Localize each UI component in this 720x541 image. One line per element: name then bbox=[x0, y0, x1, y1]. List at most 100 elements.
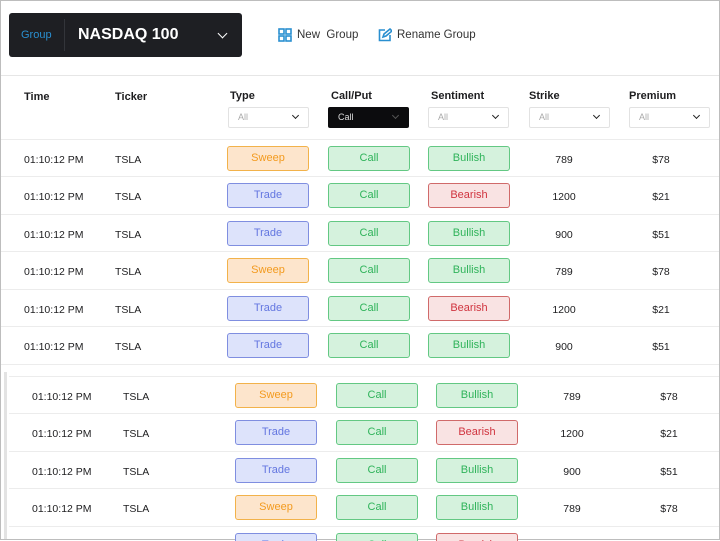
callput-badge: Call bbox=[336, 458, 418, 483]
rename-group-button[interactable]: Rename Group bbox=[378, 28, 476, 42]
callput-filter[interactable]: Call bbox=[328, 107, 409, 128]
sentiment-badge: Bullish bbox=[428, 221, 510, 246]
column-header-type: Type bbox=[230, 90, 255, 102]
premium-filter-value: All bbox=[639, 112, 649, 122]
type-badge: Sweep bbox=[227, 258, 309, 283]
ticker-cell: TSLA bbox=[115, 154, 141, 166]
sentiment-badge: Bullish bbox=[436, 383, 518, 408]
table-row[interactable]: 01:10:12 PM TSLA Sweep Call Bullish 789 $78 bbox=[9, 376, 719, 413]
strike-cell: 789 bbox=[544, 266, 584, 278]
ticker-cell: TSLA bbox=[123, 466, 149, 478]
sentiment-badge: Bullish bbox=[436, 458, 518, 483]
ticker-cell: TSLA bbox=[123, 391, 149, 403]
chevron-down-icon bbox=[292, 112, 299, 119]
table-row[interactable]: 01:10:12 PM TSLA Trade Call Bearish 1200 $21 bbox=[9, 413, 719, 450]
ticker-cell: TSLA bbox=[115, 304, 141, 316]
time-cell: 01:10:12 PM bbox=[32, 466, 92, 478]
type-badge: Trade bbox=[227, 221, 309, 246]
type-badge: Trade bbox=[227, 333, 309, 358]
sentiment-badge: Bullish bbox=[428, 258, 510, 283]
time-cell: 01:10:12 PM bbox=[24, 341, 84, 353]
grid-icon bbox=[278, 28, 292, 42]
premium-cell: $78 bbox=[641, 154, 681, 166]
strike-cell: 1200 bbox=[552, 428, 592, 440]
callput-badge: Call bbox=[336, 495, 418, 520]
callput-badge: Call bbox=[336, 383, 418, 408]
type-badge: Trade bbox=[235, 458, 317, 483]
callput-badge: Call bbox=[328, 146, 410, 171]
column-header-time: Time bbox=[24, 91, 49, 103]
time-cell: 01:10:12 PM bbox=[24, 191, 84, 203]
column-header-strike: Strike bbox=[529, 90, 560, 102]
sentiment-filter-value: All bbox=[438, 112, 448, 122]
strike-cell: 789 bbox=[552, 503, 592, 515]
premium-cell: $78 bbox=[649, 391, 689, 403]
table-row[interactable]: 01:10:12 PM TSLA Trade Call Bullish 900 $51 bbox=[9, 451, 719, 488]
type-badge: Trade bbox=[227, 296, 309, 321]
premium-filter[interactable]: All bbox=[629, 107, 710, 128]
type-filter[interactable]: All bbox=[228, 107, 309, 128]
ticker-cell: TSLA bbox=[123, 428, 149, 440]
time-cell: 01:10:12 PM bbox=[32, 503, 92, 515]
callput-badge: Call bbox=[328, 258, 410, 283]
premium-cell: $51 bbox=[649, 466, 689, 478]
strike-cell: 900 bbox=[544, 341, 584, 353]
ticker-cell: TSLA bbox=[115, 191, 141, 203]
type-badge: Sweep bbox=[235, 383, 317, 408]
sentiment-badge: Bullish bbox=[428, 333, 510, 358]
ticker-cell: TSLA bbox=[115, 229, 141, 241]
group-label: Group bbox=[9, 19, 65, 51]
type-badge: Trade bbox=[235, 420, 317, 445]
callput-badge: Call bbox=[336, 420, 418, 445]
type-filter-value: All bbox=[238, 112, 248, 122]
sentiment-badge: Bullish bbox=[428, 146, 510, 171]
divider bbox=[1, 364, 719, 365]
premium-cell: $21 bbox=[641, 304, 681, 316]
time-cell: 01:10:12 PM bbox=[24, 229, 84, 241]
new-group-label: New Group bbox=[297, 29, 358, 41]
type-badge: Trade bbox=[227, 183, 309, 208]
group-select[interactable]: Group NASDAQ 100 bbox=[9, 13, 242, 57]
chevron-down-icon bbox=[693, 112, 700, 119]
sentiment-badge: Bearish bbox=[428, 183, 510, 208]
new-group-button[interactable]: New Group bbox=[278, 28, 358, 42]
strike-cell: 900 bbox=[552, 466, 592, 478]
callput-filter-value: Call bbox=[338, 112, 354, 122]
scrollbar[interactable] bbox=[4, 372, 7, 539]
chevron-down-icon bbox=[392, 112, 399, 119]
type-badge: Sweep bbox=[227, 146, 309, 171]
sentiment-badge: Bearish bbox=[428, 296, 510, 321]
strike-filter[interactable]: All bbox=[529, 107, 610, 128]
sentiment-filter[interactable]: All bbox=[428, 107, 509, 128]
callput-badge: Call bbox=[328, 333, 410, 358]
column-header-sentiment: Sentiment bbox=[431, 90, 484, 102]
sentiment-badge: Bearish bbox=[436, 420, 518, 445]
group-value: NASDAQ 100 bbox=[65, 26, 219, 44]
time-cell: 01:10:12 PM bbox=[32, 391, 92, 403]
time-cell: 01:10:12 PM bbox=[24, 304, 84, 316]
time-cell: 01:10:12 PM bbox=[32, 428, 92, 440]
divider bbox=[1, 75, 719, 76]
edit-icon bbox=[378, 28, 392, 42]
premium-cell: $21 bbox=[649, 428, 689, 440]
strike-cell: 789 bbox=[552, 391, 592, 403]
premium-cell: $21 bbox=[641, 191, 681, 203]
strike-filter-value: All bbox=[539, 112, 549, 122]
ticker-cell: TSLA bbox=[115, 266, 141, 278]
callput-badge: Call bbox=[328, 221, 410, 246]
strike-cell: 1200 bbox=[544, 304, 584, 316]
sentiment-badge: Bullish bbox=[436, 495, 518, 520]
type-badge: Sweep bbox=[235, 495, 317, 520]
strike-cell: 900 bbox=[544, 229, 584, 241]
column-header-callput: Call/Put bbox=[331, 90, 372, 102]
chevron-down-icon bbox=[218, 28, 228, 38]
premium-cell: $78 bbox=[641, 266, 681, 278]
